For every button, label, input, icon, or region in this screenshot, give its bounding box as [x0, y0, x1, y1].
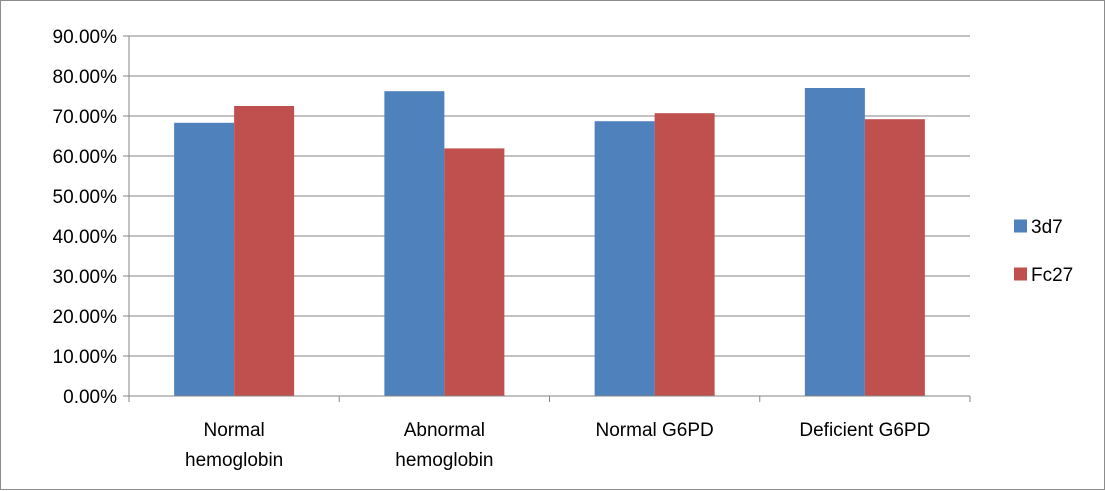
- x-category-label: hemoglobin: [395, 450, 493, 471]
- legend-label-fc27: Fc27: [1031, 265, 1073, 286]
- y-tick-label: 60.00%: [53, 147, 118, 168]
- bar-fc27: [654, 113, 715, 396]
- y-tick-label: 50.00%: [53, 187, 118, 208]
- axes: [123, 35, 971, 402]
- legend-swatch-3d7: [1014, 219, 1027, 233]
- x-category-label: hemoglobin: [185, 450, 283, 471]
- x-category-label: Normal G6PD: [596, 420, 714, 441]
- bar-3d7: [384, 91, 445, 396]
- bar-3d7: [174, 122, 235, 397]
- x-category-label: Abnormal: [404, 420, 485, 441]
- x-category-label: Deficient G6PD: [799, 420, 930, 441]
- y-tick-label: 40.00%: [53, 227, 118, 248]
- y-tick-label: 20.00%: [53, 307, 118, 328]
- bar-3d7: [804, 88, 865, 396]
- y-tick-label: 0.00%: [63, 387, 117, 408]
- y-tick-label: 70.00%: [53, 107, 118, 128]
- y-tick-labels: 0.00% 10.00% 20.00% 30.00% 40.00% 50.00% 60.00…: [53, 27, 118, 408]
- legend-swatch-fc27: [1014, 267, 1027, 281]
- y-tick-label: 10.00%: [53, 347, 118, 368]
- bar-fc27: [234, 106, 295, 396]
- bar-3d7: [594, 121, 655, 396]
- bar-fc27: [864, 119, 925, 396]
- y-tick-label: 80.00%: [53, 67, 118, 88]
- bars: [174, 88, 925, 397]
- x-category-labels: Normal hemoglobin Abnormal hemoglobin Normal…: [185, 420, 930, 471]
- x-category-label: Normal: [204, 420, 265, 441]
- legend: 3d7 Fc27: [1014, 217, 1073, 286]
- y-tick-label: 30.00%: [53, 267, 118, 288]
- bar-fc27: [444, 148, 505, 396]
- y-tick-label: 90.00%: [53, 27, 118, 48]
- legend-label-3d7: 3d7: [1031, 217, 1063, 238]
